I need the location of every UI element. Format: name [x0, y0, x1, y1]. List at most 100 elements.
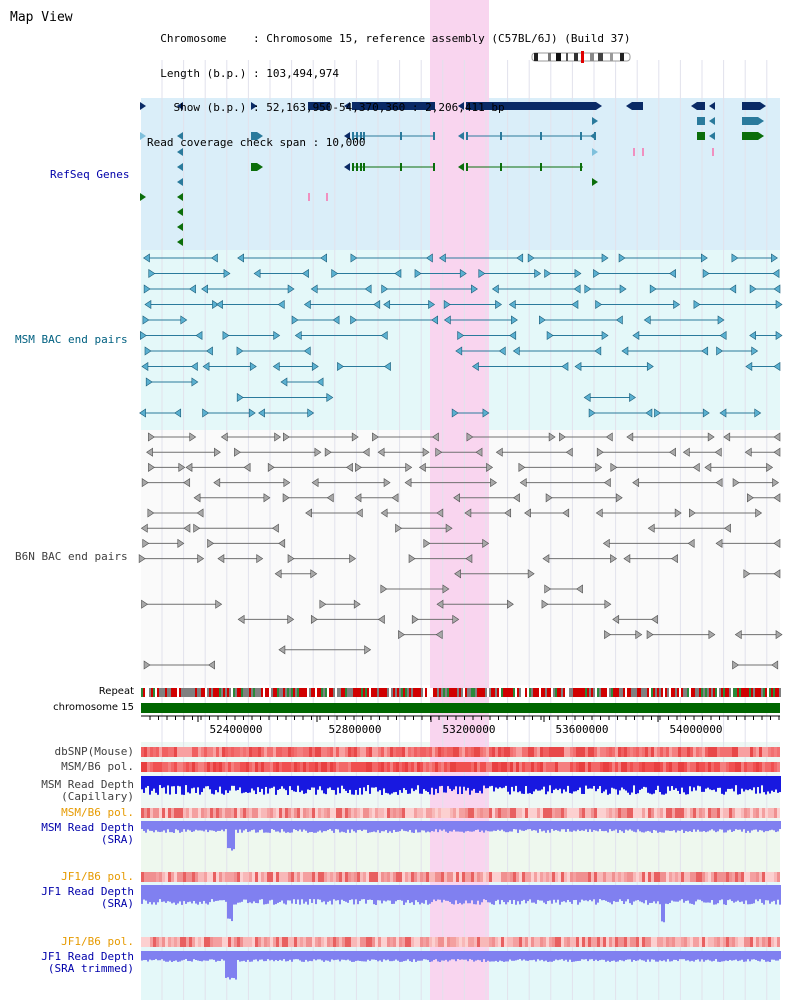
jf1-b6-pol-2-cell [312, 872, 315, 882]
jf1-b6-pol-cell [435, 937, 438, 947]
msm-sra-depth-bar [161, 821, 163, 832]
jf1-sra-depth-bar [503, 885, 505, 903]
msm-sra-depth-bar [341, 821, 343, 832]
dbsnp-cell [669, 747, 672, 757]
jf1-b6-pol-2-cell [186, 872, 189, 882]
jf1-b6-pol-cell [645, 937, 648, 947]
jf1-b6-pol-2-cell [597, 872, 600, 882]
jf1-trimmed-depth-bar [753, 951, 755, 960]
gene-block [742, 132, 758, 140]
msm-sra-depth-bar [699, 821, 701, 832]
jf1-b6-pol-2-cell [618, 872, 621, 882]
b6n-bac-end [715, 538, 723, 548]
msm-capillary-depth-bar [159, 776, 161, 786]
gene-arrow [709, 102, 715, 110]
jf1-trimmed-depth-bar [281, 951, 283, 961]
msm-sra-depth-bar [407, 821, 409, 832]
repeat-element [367, 688, 369, 697]
msm-sra-depth-bar [525, 821, 527, 831]
repeat-element [229, 688, 231, 697]
b6n-bac-end [178, 462, 186, 472]
jf1-sra-depth-bar [233, 885, 235, 905]
jf1-b6-pol-2-cell [450, 872, 453, 882]
msm-capillary-depth-bar [661, 776, 663, 795]
repeat-element [363, 688, 365, 697]
msm-capillary-depth-bar [559, 776, 561, 789]
repeat-element [537, 688, 539, 697]
refseq-genes-label[interactable]: RefSeq Genes [50, 168, 130, 181]
repeat-element [323, 688, 325, 697]
jf1-b6-pol-cell [369, 937, 372, 947]
repeat-element [689, 688, 691, 697]
msm-b6-pol-cell [612, 762, 615, 772]
msm-sra-depth-bar [751, 821, 753, 831]
msm-bac-label[interactable]: MSM BAC end pairs [15, 333, 128, 346]
msm-capillary-depth-bar [465, 776, 467, 791]
msm-sra-depth-bar [433, 821, 435, 832]
jf1-b6-pol-2-cell [456, 872, 459, 882]
msm-sra-depth-bar [303, 821, 305, 830]
msm-bac-end [471, 361, 479, 372]
b6n-bac-end [454, 569, 461, 579]
jf1-trimmed-depth-bar [609, 951, 611, 962]
msm-sra-depth-bar [379, 821, 381, 833]
jf1-sra-depth-bar [193, 885, 195, 901]
dbsnp-cell [270, 747, 273, 757]
jf1-trimmed-depth-bar [251, 951, 253, 962]
jf1-b6-pol-2-cell [552, 872, 555, 882]
msm-sra-depth-bar [299, 821, 301, 830]
jf1-b6-pol-2-cell [501, 872, 504, 882]
jf1-sra-depth-bar [521, 885, 523, 901]
jf1-sra-depth-bar [691, 885, 693, 904]
msm-sra-depth-bar [677, 821, 679, 831]
chromosome-ideogram[interactable] [531, 51, 631, 63]
msm-sra-depth-bar [685, 821, 687, 832]
dbsnp-cell [561, 747, 564, 757]
msm-bac-end [216, 299, 223, 310]
b6n-bac-label[interactable]: B6N BAC end pairs [15, 550, 128, 563]
b6n-bac-track[interactable] [138, 432, 783, 670]
msm-capillary-depth-bar [387, 776, 389, 794]
msm-capillary-depth-bar [767, 776, 769, 792]
gene-mark [633, 148, 635, 156]
msm-b6-pol-2-cell [378, 808, 381, 818]
dbsnp-cell [363, 747, 366, 757]
dbsnp-cell [411, 747, 414, 757]
jf1-trimmed-depth-bar [527, 951, 529, 961]
msm-b6-pol-2-cell [390, 808, 393, 818]
msm-sra-depth-bar [425, 821, 427, 833]
jf1-trimmed-depth-bar [193, 951, 195, 960]
msm-capillary-depth-bar [583, 776, 585, 795]
msm-b6-pol-2-cell [261, 808, 264, 818]
b6n-bac-end [142, 538, 150, 548]
msm-capillary-depth-bar [687, 776, 689, 795]
b6n-bac-end [623, 554, 631, 564]
msm-b6-pol-cell [396, 762, 399, 772]
msm-capillary-depth-bar [553, 776, 555, 790]
gene-arrow [177, 193, 183, 201]
msm-b6-pol-cell [453, 762, 456, 772]
dbsnp-cell [453, 747, 456, 757]
jf1-trimmed-depth-bar [671, 951, 673, 962]
b6n-bac-end [704, 462, 712, 472]
gene-block [251, 163, 257, 171]
b6n-bac-end [435, 447, 443, 457]
jf1-trimmed-depth-bar [595, 951, 597, 960]
jf1-sra-depth-bar [327, 885, 329, 902]
msm-sra-depth-bar [363, 821, 365, 830]
repeat-element [499, 688, 501, 697]
msm-b6-pol-2-cell [198, 808, 201, 818]
refseq-genes-track[interactable] [140, 102, 766, 246]
msm-bac-end [645, 408, 653, 418]
repeat-element [547, 688, 549, 697]
msm-b6-pol-cell [645, 762, 648, 772]
jf1-trimmed-depth-bar [505, 951, 507, 962]
msm-b6-pol-cell [150, 762, 153, 772]
msm-sra-depth-bar [369, 821, 371, 833]
repeat-element [517, 688, 519, 697]
msm-capillary-depth-bar [371, 776, 373, 788]
msm-bac-track[interactable] [139, 253, 783, 418]
repeat-element [247, 688, 249, 697]
msm-b6-pol-2-cell [570, 808, 573, 818]
